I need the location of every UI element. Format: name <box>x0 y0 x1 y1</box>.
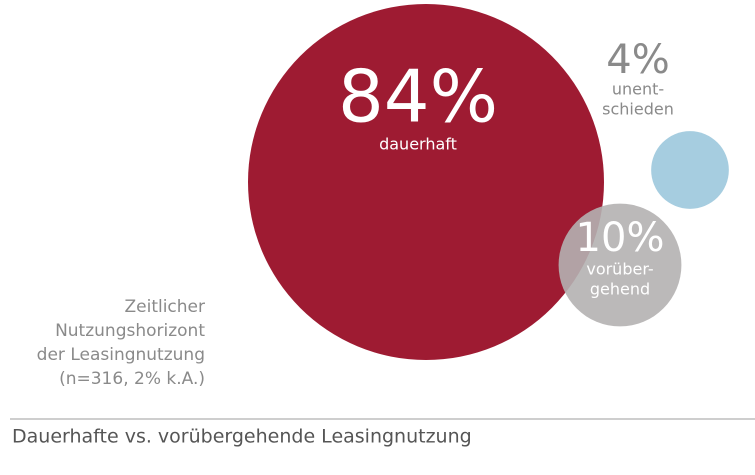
bubble <box>558 203 682 327</box>
bubble <box>651 131 729 209</box>
bubble <box>248 4 604 360</box>
category-label: dauerhaft <box>379 135 457 154</box>
category-label: unent- <box>612 80 664 99</box>
annotation: der Leasingnutzung <box>37 345 205 365</box>
category-label: gehend <box>590 280 650 299</box>
category-label: schieden <box>602 100 674 119</box>
annotation: Nutzungshorizont <box>55 321 205 341</box>
chart-title: Dauerhafte vs. vorübergehende Leasingnut… <box>12 426 472 448</box>
value-label: 4% <box>606 37 669 83</box>
annotation: Zeitlicher <box>124 297 205 317</box>
value-label: 10% <box>576 215 665 261</box>
value-label: 84% <box>338 55 498 139</box>
annotation: (n=316, 2% k.A.) <box>59 369 205 389</box>
category-label: vorüber- <box>586 260 653 279</box>
